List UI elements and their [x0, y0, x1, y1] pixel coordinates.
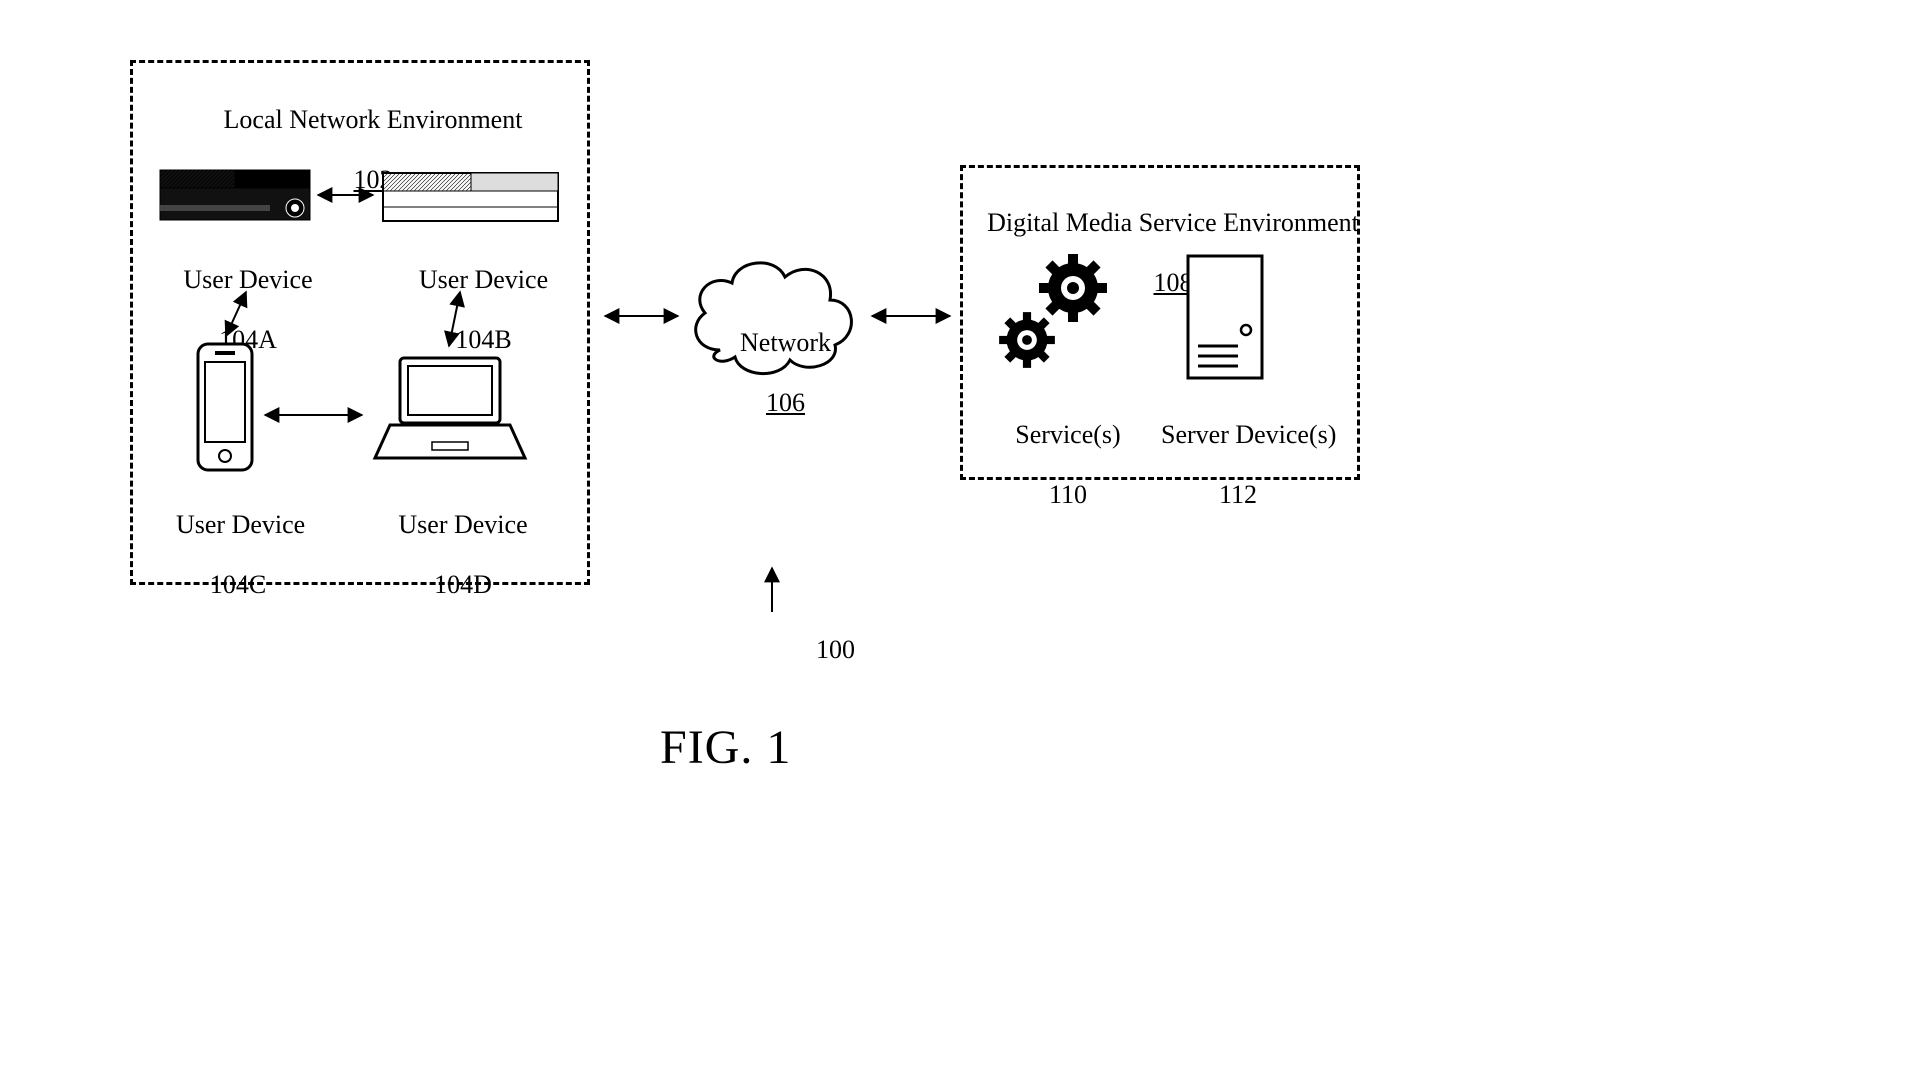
services-label: Service(s) 110	[985, 390, 1125, 539]
overall-ref-label: 100	[790, 605, 850, 695]
device-b-ref: 104B	[455, 325, 511, 354]
service-title-ref: 108	[1154, 268, 1193, 297]
servers-ref: 112	[1219, 480, 1257, 509]
device-a-ref: 104A	[219, 325, 277, 354]
device-a-label: User Device 104A	[155, 235, 315, 384]
overall-ref-text: 100	[816, 635, 855, 664]
servers-text: Server Device(s)	[1161, 420, 1336, 449]
servers-label: Server Device(s) 112	[1135, 390, 1315, 539]
service-title-text: Digital Media Service Environment	[987, 208, 1359, 237]
services-ref: 110	[1049, 480, 1087, 509]
diagram-canvas: Local Network Environment 102 Digital Me…	[0, 0, 1920, 1080]
device-d-ref: 104D	[434, 570, 492, 599]
device-d-text: User Device	[398, 510, 527, 539]
network-text: Network	[740, 328, 831, 357]
device-b-text: User Device	[419, 265, 548, 294]
services-text: Service(s)	[1015, 420, 1120, 449]
service-env-title: Digital Media Service Environment 108	[960, 178, 1360, 327]
local-network-title: Local Network Environment 102	[130, 75, 590, 224]
network-ref: 106	[766, 388, 805, 417]
device-c-text: User Device	[176, 510, 305, 539]
local-title-ref: 102	[354, 165, 393, 194]
device-c-label: User Device 104C	[150, 480, 300, 629]
device-c-ref: 104C	[210, 570, 266, 599]
network-label: Network 106	[680, 298, 865, 447]
figure-caption: FIG. 1	[660, 720, 791, 775]
figure-caption-text: FIG. 1	[660, 721, 791, 774]
device-d-label: User Device 104D	[370, 480, 530, 629]
local-title-text: Local Network Environment	[224, 105, 523, 134]
device-a-text: User Device	[183, 265, 312, 294]
device-b-label: User Device 104B	[378, 235, 563, 384]
